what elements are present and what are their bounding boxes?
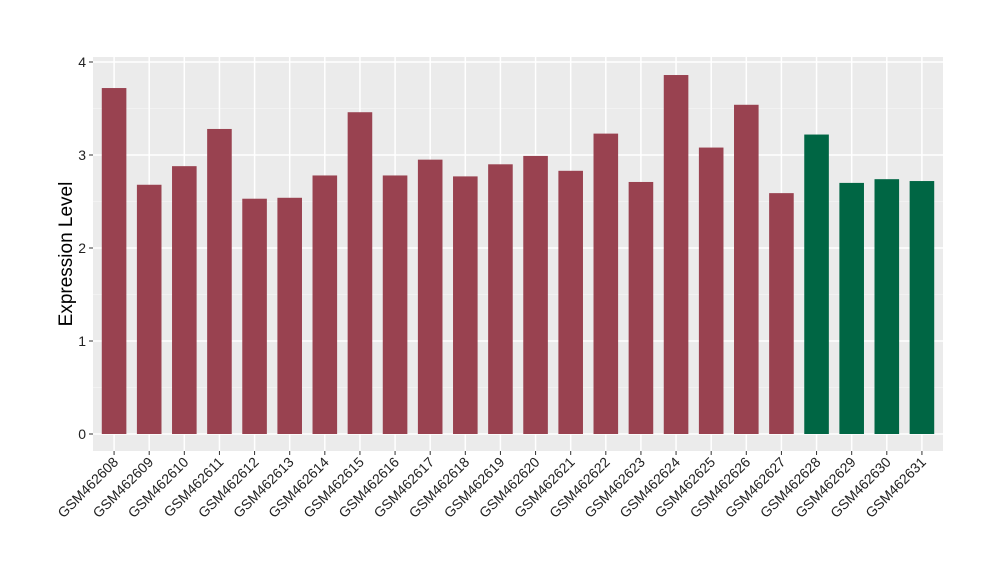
- y-tick-label: 3: [78, 147, 86, 163]
- y-axis-label: Expression Level: [56, 182, 77, 327]
- bar-GSM462609: [136, 184, 162, 434]
- bar-GSM462627: [769, 193, 794, 434]
- bar-GSM462619: [488, 164, 513, 435]
- bar-GSM462610: [172, 166, 197, 434]
- y-tick-label: 1: [78, 333, 86, 349]
- bar-GSM462628: [804, 134, 829, 435]
- bar-GSM462611: [207, 128, 232, 434]
- bar-GSM462624: [663, 75, 689, 435]
- bar-GSM462618: [453, 176, 478, 434]
- bar-GSM462615: [347, 112, 373, 434]
- bar-GSM462622: [593, 133, 619, 435]
- bar-GSM462612: [242, 198, 267, 434]
- bar-GSM462617: [417, 159, 443, 434]
- bar-GSM462626: [734, 104, 759, 434]
- bar-GSM462616: [382, 175, 408, 434]
- y-tick-label: 2: [78, 240, 86, 256]
- bar-GSM462625: [698, 147, 724, 434]
- bar-GSM462608: [101, 88, 127, 434]
- bar-GSM462623: [628, 181, 654, 434]
- bar-GSM462631: [909, 181, 935, 434]
- bar-GSM462613: [277, 197, 302, 434]
- y-tick-label: 4: [78, 54, 86, 70]
- bar-GSM462630: [874, 179, 900, 434]
- bar-GSM462614: [312, 175, 338, 434]
- bar-GSM462620: [523, 155, 548, 434]
- bar-GSM462629: [839, 182, 864, 434]
- plot-panel: [93, 57, 943, 451]
- bar-GSM462621: [558, 170, 583, 434]
- y-tick-label: 0: [78, 426, 86, 442]
